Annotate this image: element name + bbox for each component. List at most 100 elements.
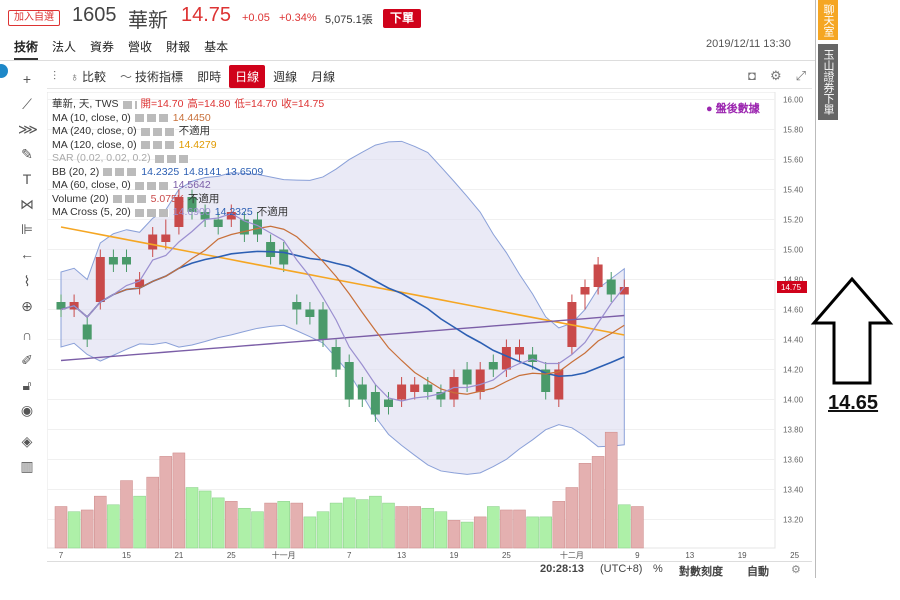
x-tick-label: 十二月 <box>560 550 584 560</box>
legend-settings-icon[interactable] <box>122 100 137 109</box>
text-icon[interactable]: T <box>22 171 32 187</box>
candle-body <box>135 279 145 287</box>
x-tick-label: 7 <box>347 551 352 560</box>
lock-drawing-icon[interactable]: ✐ <box>21 352 33 368</box>
ma240-line <box>60 314 625 362</box>
legend-ma10[interactable]: MA (10, close, 0) 14.4450 <box>52 112 324 126</box>
pattern-icon[interactable]: ⋈ <box>20 196 34 212</box>
trash-icon[interactable]: ▥ <box>20 458 34 474</box>
interval-daily[interactable]: 日線 <box>229 65 266 88</box>
legend-bb-upper: 14.8141 <box>183 165 222 178</box>
legend-ma60[interactable]: MA (60, close, 0) 14.5642 <box>52 179 324 193</box>
volume-bar <box>631 506 644 549</box>
legend-ma120-icons[interactable] <box>140 141 175 150</box>
order-button[interactable]: 下單 <box>383 9 421 28</box>
legend-volume-value: 5.075K <box>150 192 184 205</box>
legend-ma240[interactable]: MA (240, close, 0) 不適用 <box>52 125 324 139</box>
zoom-icon[interactable]: ⊕ <box>21 298 33 314</box>
compare-button[interactable]: ♁ 比較 <box>64 65 112 88</box>
candle-body <box>554 369 564 400</box>
chat-room-tab[interactable]: 聊天室 <box>818 0 838 40</box>
legend-ma120-label: MA (120, close, 0) <box>52 138 137 151</box>
add-watchlist-button[interactable]: 加入自選 <box>8 10 60 26</box>
legend-ma10-icons[interactable] <box>134 114 169 123</box>
interval-monthly[interactable]: 月線 <box>311 70 336 84</box>
ruler-icon[interactable]: ⊫ <box>20 221 34 237</box>
tab-revenue[interactable]: 營收 <box>128 40 153 54</box>
settings-icon[interactable]: ⚙ <box>791 564 801 576</box>
fullscreen-icon[interactable]: ⤢ <box>795 68 806 83</box>
legend-close: 收=14.75 <box>281 98 325 110</box>
after-hours-label[interactable]: ● 盤後數據 <box>706 103 760 115</box>
x-tick-label: 9 <box>635 551 640 560</box>
auto-scale-toggle[interactable]: 自動 <box>747 566 769 578</box>
drawing-tools: + ⟋ ⋙ ✎ T ⋈ ⊫ ← ⌇ ⊕ ∩ ✐ 🔓︎ ◉ ◈ ▥ <box>0 66 44 486</box>
legend-macross-icons[interactable] <box>134 208 169 217</box>
candle-type-button[interactable]: ⫶ <box>47 66 62 87</box>
tab-margin[interactable]: 資券 <box>90 40 115 54</box>
lock-icon[interactable]: 🔓︎ <box>22 377 32 393</box>
stock-price: 14.75 <box>181 4 232 26</box>
y-tick-label: 13.20 <box>783 516 804 525</box>
candle-body <box>292 302 302 310</box>
stock-code: 1605 <box>72 4 117 26</box>
log-scale-toggle[interactable]: 對數刻度 <box>679 566 723 578</box>
candle-body <box>108 257 118 265</box>
y-tick-label: 15.00 <box>783 246 804 255</box>
candle-body <box>239 219 249 235</box>
legend-volume-icons[interactable] <box>112 195 147 204</box>
volume-bar <box>211 497 225 549</box>
price-chart[interactable]: 16.00 15.80 15.60 15.40 15.20 15.00 14.80 14.60… <box>47 92 812 560</box>
legend-macross[interactable]: MA Cross (5, 20) 14.6900 14.2325 不適用 <box>52 206 324 220</box>
candle-body <box>436 392 446 400</box>
legend-volume[interactable]: Volume (20) 5.075K 不適用 <box>52 193 324 207</box>
indicators-button[interactable]: 〜技術指標 <box>114 65 189 88</box>
timezone[interactable]: (UTC+8) <box>600 563 643 575</box>
crosshair-icon[interactable]: + <box>22 71 32 87</box>
legend-ma240-icons[interactable] <box>140 127 175 136</box>
candle-body <box>226 212 236 220</box>
interval-intraday[interactable]: 即時 <box>197 70 222 84</box>
volume-bar <box>591 456 605 549</box>
layers-icon[interactable]: ◈ <box>21 433 33 449</box>
tab-fundamentals[interactable]: 基本 <box>204 40 229 54</box>
legend-volume-ma: 不適用 <box>187 192 220 205</box>
legend-bb[interactable]: BB (20, 2) 14.2325 14.8141 13.6509 <box>52 166 324 180</box>
fib-icon[interactable]: ⋙ <box>18 121 38 137</box>
trendline-icon[interactable]: ⟋ <box>22 96 32 112</box>
legend-ma60-icons[interactable] <box>134 181 169 190</box>
eye-icon[interactable]: ◉ <box>20 402 34 418</box>
ma120-line <box>60 226 625 336</box>
info-dot[interactable] <box>0 64 8 78</box>
gear-icon[interactable]: ⚙ <box>769 68 782 83</box>
tab-financials[interactable]: 財報 <box>166 40 191 54</box>
measure-icon[interactable]: ⌇ <box>23 273 31 289</box>
legend-sar-icons[interactable] <box>154 154 189 163</box>
back-arrow-icon[interactable]: ← <box>20 246 34 262</box>
volume-bar <box>395 506 408 549</box>
candle-body <box>318 309 328 340</box>
candle-body <box>397 384 407 400</box>
legend-bb-icons[interactable] <box>103 168 138 177</box>
volume-bar <box>526 516 539 549</box>
interval-weekly[interactable]: 週線 <box>273 70 298 84</box>
volume-bar <box>107 504 120 549</box>
candle-body <box>488 362 498 370</box>
candle-body <box>266 242 276 257</box>
magnet-icon[interactable]: ∩ <box>21 327 33 343</box>
volume-bar <box>185 487 199 549</box>
volume-bar <box>146 476 159 549</box>
x-tick-label: 十一月 <box>272 550 296 560</box>
y-tick-label: 16.00 <box>783 96 804 105</box>
candle-body <box>95 257 105 302</box>
percent-scale-toggle[interactable]: % <box>653 563 663 575</box>
legend-ma120[interactable]: MA (120, close, 0) 14.4279 <box>52 139 324 153</box>
x-tick-label: 15 <box>122 551 131 560</box>
brush-icon[interactable]: ✎ <box>21 146 33 162</box>
camera-icon[interactable]: ◘ <box>748 68 756 83</box>
tab-institutional[interactable]: 法人 <box>52 40 77 54</box>
legend-volume-label: Volume (20) <box>52 192 109 205</box>
tab-technical[interactable]: 技術 <box>14 38 39 60</box>
legend-sar[interactable]: SAR (0.02, 0.02, 0.2) <box>52 152 324 166</box>
broker-order-tab[interactable]: 玉山證券下單 <box>818 44 838 120</box>
